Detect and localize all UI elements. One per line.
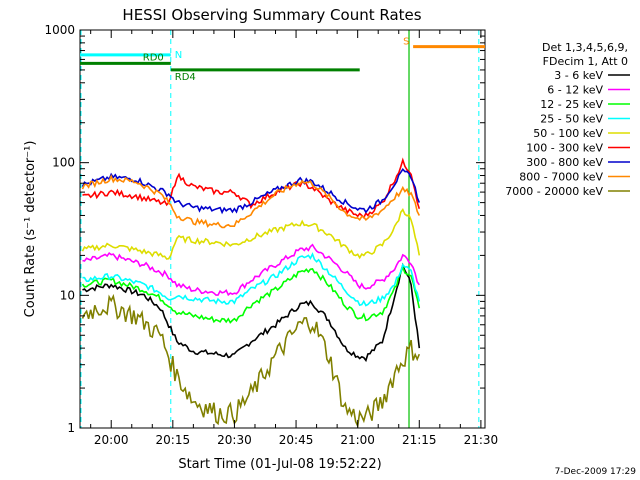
y-tick-label: 1000 (44, 23, 75, 37)
legend-item-label: 100 - 300 keV (526, 142, 603, 155)
legend-title: FDecim 1, Att 0 (543, 55, 628, 68)
x-tick-label: 21:15 (402, 433, 437, 447)
annotation-label: RD4 (175, 72, 196, 83)
x-tick-label: 20:00 (94, 433, 129, 447)
series-line (81, 264, 421, 324)
x-tick-label: 20:45 (279, 433, 314, 447)
x-tick-label: 21:00 (340, 433, 375, 447)
y-tick-label: 10 (60, 288, 75, 302)
series-line (81, 168, 421, 215)
legend-item-label: 6 - 12 keV (547, 84, 603, 97)
series-line (81, 208, 421, 260)
x-axis-label: Start Time (01-Jul-08 19:52:22) (178, 457, 381, 472)
series-line (81, 293, 421, 429)
mode-annotations: N RD0 RD4 S (80, 37, 485, 83)
series-line (81, 174, 421, 229)
legend-item-label: 50 - 100 keV (533, 127, 603, 140)
y-axis: 1 10 100 1000 (44, 23, 485, 435)
x-tick-label: 21:30 (464, 433, 499, 447)
plot-frame (79, 29, 486, 429)
legend-item-label: 25 - 50 keV (540, 113, 603, 126)
series-line (82, 262, 421, 363)
legend: Det 1,3,4,5,6,9,FDecim 1, Att 03 - 6 keV… (505, 41, 630, 198)
footer-timestamp: 7-Dec-2009 17:29 (555, 467, 637, 477)
x-tick-label: 20:30 (217, 433, 252, 447)
plot-area (80, 30, 480, 429)
legend-item-label: 7000 - 20000 keV (505, 185, 603, 198)
series-line (82, 252, 421, 307)
y-tick-label: 100 (52, 156, 75, 170)
legend-item-label: 300 - 800 keV (526, 156, 603, 169)
y-tick-label: 1 (67, 421, 75, 435)
series-line (82, 243, 420, 297)
annotation-label: S (403, 37, 409, 48)
y-axis-label: Count Rate (s⁻¹ detector⁻¹) (23, 141, 38, 318)
legend-title: Det 1,3,4,5,6,9, (542, 41, 628, 54)
legend-item-label: 3 - 6 keV (554, 69, 603, 82)
x-tick-label: 20:15 (156, 433, 191, 447)
x-axis: 20:00 20:15 20:30 20:45 21:00 21:15 21:30 (90, 30, 499, 447)
annotation-label: N (175, 50, 182, 61)
legend-item-label: 800 - 7000 keV (519, 171, 603, 184)
legend-item-label: 12 - 25 keV (540, 98, 603, 111)
chart-title: HESSI Observing Summary Count Rates (122, 6, 421, 24)
annotation-label: RD0 (143, 52, 164, 63)
